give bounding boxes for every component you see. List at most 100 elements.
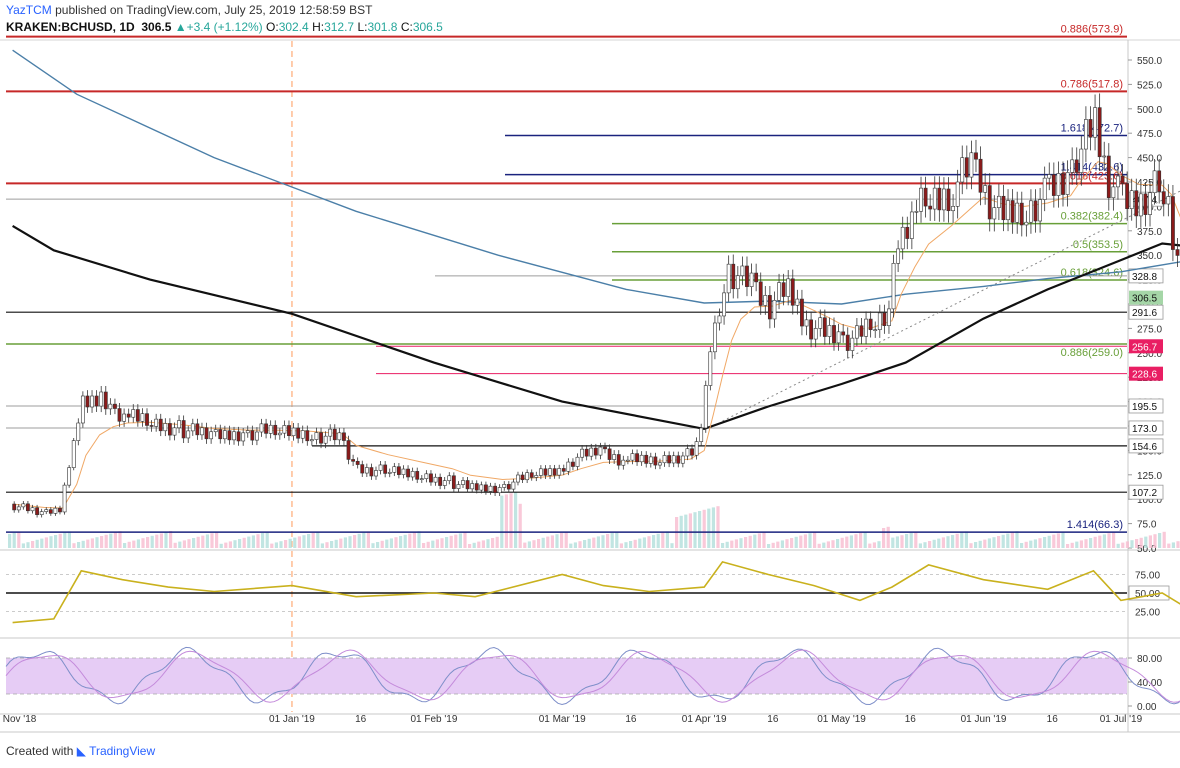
price-tag-label: 291.6 [1132,308,1157,319]
volume-bar [928,541,932,548]
candle-body [1024,221,1029,226]
candle-body [410,471,415,478]
volume-bar [840,537,844,548]
volume-bar [615,531,619,548]
volume-bar [362,532,366,548]
price-tag-label: 195.5 [1132,402,1157,413]
volume-bar [518,503,522,548]
candle-body [703,385,708,429]
candle-body [172,427,177,436]
price-tag-box [1128,420,1164,436]
candle-body [62,484,67,513]
volume-bar [127,541,131,548]
volume-bar [316,531,320,548]
author-link[interactable]: YazTCM [6,3,52,17]
volume-bar [803,534,807,548]
candle-body [364,467,369,474]
candle-body [406,468,410,478]
candle-body [195,423,200,436]
candle-body [790,278,795,306]
candle-body [1116,175,1120,188]
fib-level-label: 0.886(259.0) [1061,347,1123,359]
candle-body [236,431,241,442]
volume-bar [343,537,347,548]
candle-body [438,476,443,486]
volume-bar [408,533,412,548]
ma-short-line [12,161,1180,509]
tradingview-link[interactable]: TradingView [89,744,156,758]
candle-body [758,281,763,306]
rsi-tick-label: 25.00 [1135,608,1160,619]
candle-body [896,248,901,264]
volume-bar [767,544,771,548]
volume-bar [647,536,651,548]
rsi-line [12,560,1180,624]
volume-bar [109,533,113,548]
volume-bar [219,543,223,548]
y-tick-label: 275.0 [1137,324,1162,335]
candle-body [323,435,328,444]
volume-bar [633,539,637,548]
volume-bar [794,536,798,548]
volume-bar [44,537,48,548]
high-label: H: [312,20,325,34]
candle-body [777,282,781,301]
candle-body [1033,200,1038,222]
y-tick-label: 525.0 [1137,80,1162,91]
candle-body [168,423,172,436]
candle-body [273,424,278,436]
candle-body [113,403,117,409]
volume-bar [1102,534,1106,548]
close-label: C: [400,20,413,34]
candle-body [149,425,154,427]
volume-bar [169,531,173,548]
candle-body [575,456,580,467]
candle-body [287,425,291,436]
candle-body [131,409,136,418]
candle-body [346,440,351,460]
candle-body [639,454,644,463]
volume-bar [320,543,324,548]
volume-bar [293,537,297,548]
candle-body [291,427,296,436]
volume-bar [946,536,950,548]
candle-body [685,448,690,457]
volume-bar [164,532,168,548]
volume-bar [606,534,610,548]
volume-bar [357,533,361,548]
volume-bar [564,531,568,548]
volume-bar [891,537,895,548]
volume-bar [40,538,44,548]
volume-bar [12,532,16,548]
price-tag-box [1129,290,1163,305]
candle-body [163,423,168,432]
candle-body [424,473,429,480]
candle-body [548,468,552,476]
volume-bar [146,537,150,548]
fib-level-label: 0.382(382.4) [1061,211,1123,223]
volume-bar [136,539,140,548]
y-tick-label: 475.0 [1137,129,1162,140]
volume-bar [868,543,872,548]
candle-body [534,475,539,478]
x-tick-label: 16 [355,714,367,725]
candle-body [827,325,832,337]
candle-body [48,509,53,514]
volume-bar [178,541,182,548]
volume-bar [141,538,145,548]
volume-bar [284,540,288,548]
candle-body [923,187,928,207]
y-tick-label: 75.0 [1137,520,1157,531]
rsi-tick-label: 75.00 [1135,571,1160,582]
candle-body [589,447,594,457]
volume-bar [90,538,94,548]
x-tick-label: 01 Jan '19 [269,714,315,725]
y-tick-label: 500.0 [1137,105,1162,116]
volume-bar [1084,539,1088,548]
y-tick-label: 50.0 [1137,544,1157,555]
candle-body [296,427,301,439]
volume-bar [376,542,380,548]
candle-body [538,468,543,476]
volume-bar [1112,532,1116,548]
